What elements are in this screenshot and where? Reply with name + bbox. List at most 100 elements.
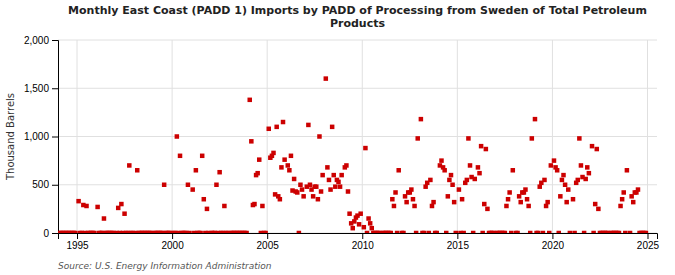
point	[401, 231, 406, 233]
point	[618, 204, 623, 209]
point	[252, 202, 257, 207]
point	[346, 189, 351, 194]
point	[200, 154, 205, 159]
point	[395, 231, 400, 233]
point	[454, 231, 459, 233]
point	[509, 231, 514, 233]
point	[528, 231, 533, 233]
point	[186, 183, 191, 188]
grid-line-x	[77, 40, 78, 233]
point	[596, 207, 601, 212]
point	[595, 147, 600, 152]
point	[320, 173, 325, 178]
x-tick: 2015	[447, 233, 470, 251]
point	[577, 136, 582, 141]
point	[419, 117, 424, 122]
point	[336, 180, 341, 185]
point	[525, 197, 530, 202]
point	[358, 211, 363, 216]
point	[542, 178, 547, 183]
point	[370, 226, 375, 231]
point	[479, 144, 484, 149]
x-tick: 2010	[352, 233, 375, 251]
point	[339, 173, 344, 178]
point	[95, 205, 100, 210]
point	[308, 183, 313, 188]
point	[530, 136, 535, 141]
point	[452, 200, 457, 205]
x-tick-label: 2015	[447, 240, 470, 251]
point	[205, 207, 210, 212]
point	[271, 151, 276, 156]
point	[363, 146, 368, 151]
point	[552, 158, 557, 163]
x-tick-mark	[362, 233, 363, 239]
point	[281, 120, 286, 125]
point	[102, 216, 107, 221]
point	[636, 187, 641, 192]
point	[357, 222, 362, 227]
point	[579, 163, 584, 168]
point	[298, 183, 303, 188]
point	[484, 147, 489, 152]
point	[287, 168, 292, 173]
y-axis-line	[52, 41, 59, 234]
point	[127, 163, 132, 168]
point	[591, 231, 596, 233]
y-axis: 05001,0001,5002,000	[24, 35, 59, 239]
point	[444, 231, 449, 233]
point	[545, 200, 550, 205]
point	[404, 200, 409, 205]
point	[282, 157, 287, 162]
point	[511, 168, 515, 173]
x-axis: 1995200020052010201520202025	[59, 233, 660, 251]
y-tick-mark	[52, 233, 58, 234]
point	[620, 197, 625, 202]
y-tick-mark	[52, 185, 58, 186]
y-tick-label: 2,000	[24, 35, 49, 46]
point	[306, 123, 311, 128]
point	[547, 231, 552, 233]
point	[352, 219, 357, 224]
point	[558, 194, 563, 199]
point	[244, 231, 249, 233]
y-tick-mark	[52, 137, 58, 138]
point	[202, 197, 207, 202]
point	[311, 194, 316, 199]
grid-line-x	[172, 40, 173, 233]
y-tick-label: 1,000	[24, 131, 49, 142]
point	[214, 183, 219, 188]
y-tick-mark	[52, 40, 58, 41]
x-axis-line	[59, 234, 658, 240]
point	[422, 231, 427, 233]
point	[390, 197, 395, 202]
point	[593, 202, 598, 207]
point	[190, 187, 195, 192]
point	[617, 231, 622, 233]
point	[278, 197, 283, 202]
point	[583, 177, 588, 182]
point	[430, 204, 435, 209]
point	[73, 231, 78, 233]
point	[549, 163, 554, 168]
point	[503, 231, 508, 233]
point	[447, 178, 452, 183]
point	[576, 178, 581, 183]
point	[319, 189, 324, 194]
point	[623, 231, 628, 233]
point	[450, 183, 455, 188]
point	[566, 187, 571, 192]
point	[560, 178, 565, 183]
grid-line-x	[267, 40, 268, 233]
x-tick-mark	[77, 233, 78, 239]
point	[526, 204, 531, 209]
point	[571, 197, 576, 202]
point	[396, 168, 401, 173]
point	[255, 171, 260, 176]
point	[122, 211, 127, 216]
point	[517, 194, 522, 199]
x-tick: 2020	[542, 233, 565, 251]
point	[628, 231, 633, 233]
grid-line-x	[457, 40, 458, 233]
point	[279, 165, 284, 170]
